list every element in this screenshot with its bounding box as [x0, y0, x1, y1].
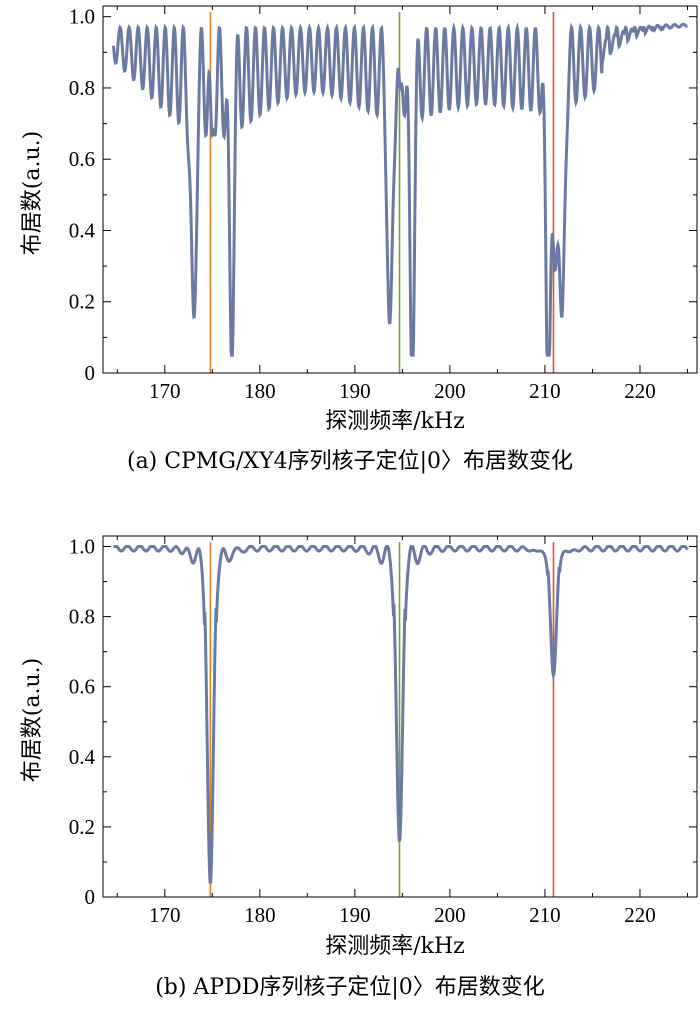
x-tick-label: 200: [434, 379, 466, 403]
chart-panel-a: 170 180 190 200 210 220 0 0.2 0.4 0.6 0.8 1.0 布居数(a…: [0, 0, 700, 500]
y-tick-label: 0: [85, 361, 96, 385]
x-tick-label: 170: [149, 903, 181, 927]
y-tick-label: 0.6: [69, 675, 95, 699]
chart-panel-b: 170 180 190 200 210 220 0 0.2 0.4 0.6 0.8 1.0 布居数(a…: [0, 525, 700, 1015]
y-tick-label: 0.6: [69, 147, 95, 171]
x-tick-label: 190: [339, 903, 371, 927]
x-tick-label: 220: [624, 903, 656, 927]
x-tick-label: 180: [244, 903, 276, 927]
x-tick-label: 190: [339, 379, 371, 403]
y-tick-label: 0.4: [69, 218, 96, 242]
chart-a-caption: (a) CPMG/XY4序列核子定位|0〉布居数变化: [126, 449, 574, 474]
y-tick-label: 0.4: [69, 745, 96, 769]
chart-a-xlabel: 探测频率/kHz: [325, 409, 465, 434]
x-tick-label: 210: [529, 379, 561, 403]
x-tick-label: 210: [529, 903, 561, 927]
chart-b-ylabel: 布居数(a.u.): [20, 657, 45, 782]
chart-b-caption: (b) APDD序列核子定位|0〉布居数变化: [155, 975, 545, 1000]
x-tick-label: 170: [149, 379, 181, 403]
plot-frame: [102, 535, 698, 898]
y-tick-label: 0.8: [69, 76, 95, 100]
chart-b-svg: 170 180 190 200 210 220 0 0.2 0.4 0.6 0.8 1.0: [69, 535, 698, 927]
y-tick-label: 1.0: [69, 5, 95, 29]
y-tick-label: 0: [85, 885, 96, 909]
x-tick-label: 220: [624, 379, 656, 403]
chart-a-svg: 170 180 190 200 210 220 0 0.2 0.4 0.6 0.8 1.0: [69, 5, 698, 403]
chart-a-ylabel: 布居数(a.u.): [20, 130, 45, 255]
y-tick-label: 0.8: [69, 605, 95, 629]
x-tick-label: 200: [434, 903, 466, 927]
x-tick-label: 180: [244, 379, 276, 403]
chart-b-xlabel: 探测频率/kHz: [325, 934, 465, 959]
y-tick-label: 1.0: [69, 535, 95, 559]
series-line: [111, 21, 688, 357]
series-line: [113, 545, 689, 884]
y-tick-label: 0.2: [69, 815, 95, 839]
plot-frame: [102, 5, 698, 374]
y-tick-label: 0.2: [69, 290, 95, 314]
